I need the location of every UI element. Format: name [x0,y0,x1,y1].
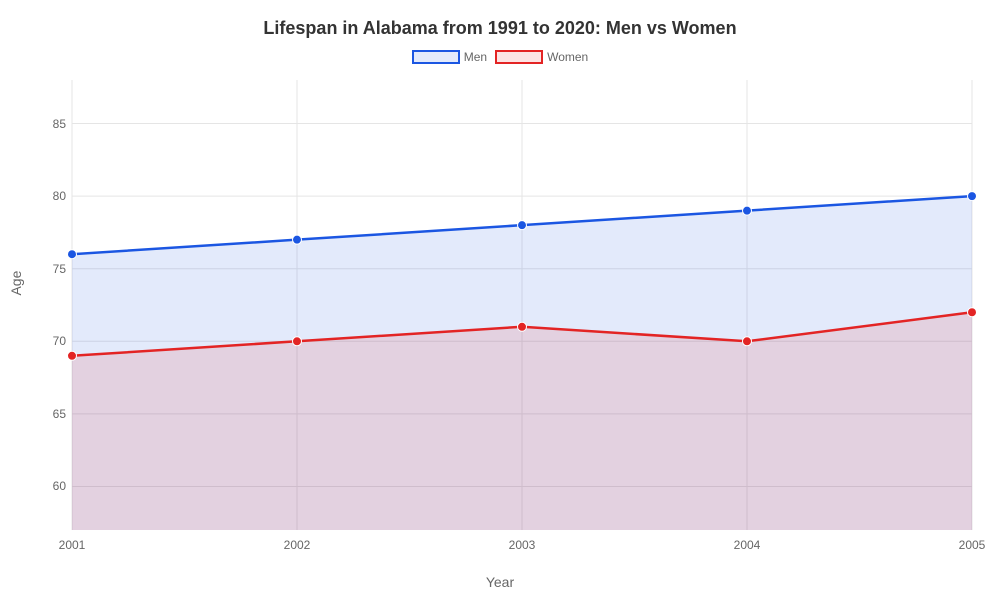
legend-box-men [412,50,460,64]
x-tick-label: 2004 [734,538,761,552]
chart-title: Lifespan in Alabama from 1991 to 2020: M… [0,18,1000,39]
plot-area [72,80,972,530]
plot-svg [72,80,972,530]
chart-container: Lifespan in Alabama from 1991 to 2020: M… [0,0,1000,600]
x-tick-label: 2005 [959,538,986,552]
y-tick-label: 60 [42,479,66,493]
y-axis-label: Age [8,271,24,296]
legend-item-men[interactable]: Men [412,50,487,64]
y-tick-label: 70 [42,334,66,348]
legend-box-women [495,50,543,64]
x-tick-label: 2003 [509,538,536,552]
x-tick-label: 2002 [284,538,311,552]
x-tick-label: 2001 [59,538,86,552]
y-tick-label: 85 [42,117,66,131]
legend-label-men: Men [464,50,487,64]
legend-label-women: Women [547,50,588,64]
y-tick-label: 80 [42,189,66,203]
legend-item-women[interactable]: Women [495,50,588,64]
chart-legend: Men Women [0,50,1000,64]
y-tick-label: 65 [42,407,66,421]
x-axis-label: Year [0,574,1000,590]
y-tick-label: 75 [42,262,66,276]
